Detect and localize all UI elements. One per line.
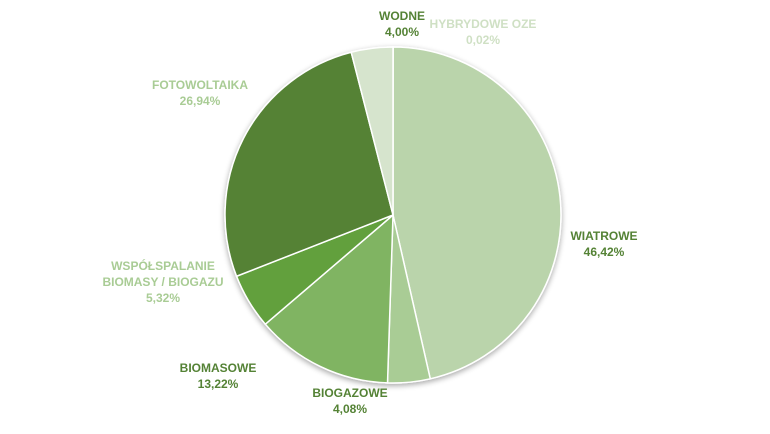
slice-label-5: FOTOWOLTAIKA 26,94% [152, 77, 248, 109]
pie-slice-5 [224, 51, 394, 278]
slice-label-0: HYBRYDOWE OZE 0,02% [430, 16, 537, 48]
slice-label-value: 0,02% [465, 33, 501, 47]
slice-label-value: 4,08% [332, 402, 368, 416]
slice-label-name: WSPÓŁSPALANIE [111, 259, 215, 273]
slice-label-value: 46,42% [583, 245, 625, 259]
slice-label-name: WIATROWE [570, 229, 638, 243]
slice-label-value: 13,22% [197, 377, 239, 391]
slice-label-name: FOTOWOLTAIKA [152, 78, 248, 92]
pie-slice-3 [264, 213, 394, 384]
slice-label-name: BIOMASOWE [179, 361, 257, 375]
pie-slices [224, 46, 562, 384]
slice-label-value: 5,32% [145, 291, 181, 305]
pie-slice-1 [392, 46, 562, 380]
slice-label-value: 4,00% [384, 25, 420, 39]
slice-label-6: WODNE 4,00% [379, 8, 425, 40]
slice-label-1: WIATROWE 46,42% [570, 228, 637, 260]
slice-label-name: WODNE [379, 9, 425, 23]
slice-label-value: 26,94% [179, 94, 221, 108]
pie-slice-6 [350, 46, 394, 216]
slice-label-name: BIOGAZOWE [312, 386, 388, 400]
slice-label-name: BIOMASY / BIOGAZU [102, 275, 224, 289]
slice-label-4: WSPÓŁSPALANIE BIOMASY / BIOGAZU 5,32% [102, 258, 223, 306]
slice-label-3: BIOMASOWE 13,22% [180, 360, 257, 392]
slice-label-2: BIOGAZOWE 4,08% [312, 385, 387, 417]
slice-label-name: HYBRYDOWE OZE [429, 17, 537, 31]
